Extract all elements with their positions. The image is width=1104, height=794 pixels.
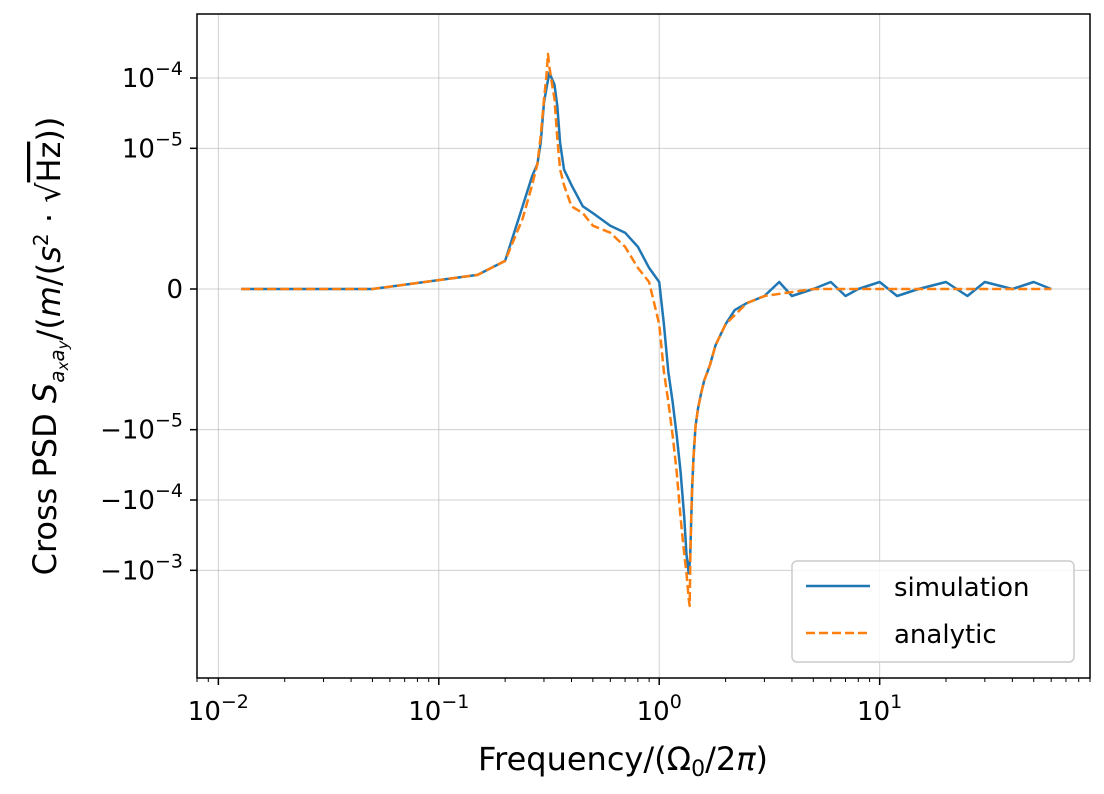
x-axis-title: Frequency/(Ω0/2π) — [478, 740, 768, 782]
x-tick-label: 10−1 — [408, 691, 469, 727]
plot-lines — [241, 52, 1052, 608]
x-tick-label: 10−2 — [188, 691, 249, 727]
series-line-analytic — [241, 52, 1052, 608]
y-tick-label: −10−5 — [100, 410, 183, 446]
y-axis-ticks: 10−4 10−5 0 −10−5 −10−4 −10−3 — [100, 58, 197, 586]
plot-frame — [196, 13, 1091, 679]
legend: simulation analytic — [791, 560, 1075, 663]
svg-text:Cross PSD Saxay/(m/(s2 · √Hz)): Cross PSD Saxay/(m/(s2 · √Hz)) — [26, 117, 72, 576]
legend-label-simulation: simulation — [894, 573, 1030, 603]
y-tick-label: −10−4 — [100, 480, 183, 516]
x-tick-label: 101 — [857, 691, 902, 727]
y-tick-label: −10−3 — [100, 550, 183, 586]
y-axis-title: Cross PSD Saxay/(m/(s2 · √Hz)) — [26, 117, 72, 576]
y-tick-label: 10−4 — [122, 58, 183, 94]
series-line-simulation — [241, 71, 1052, 575]
y-tick-label: 0 — [166, 275, 183, 305]
x-tick-label: 100 — [637, 691, 682, 727]
x-axis-ticks: 10−2 10−1 100 101 — [188, 678, 902, 727]
legend-label-analytic: analytic — [894, 620, 997, 650]
y-tick-label: 10−5 — [122, 128, 183, 164]
